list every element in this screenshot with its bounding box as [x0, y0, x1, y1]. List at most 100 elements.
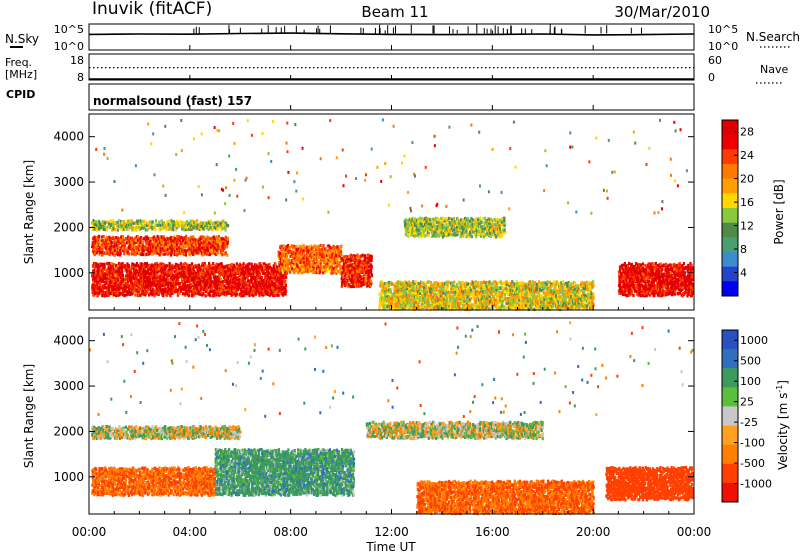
- heatmap-cell: [174, 262, 177, 266]
- heatmap-cell: [245, 285, 248, 289]
- heatmap-cell: [182, 282, 185, 286]
- heatmap-cell: [197, 280, 200, 284]
- heatmap-cell: [280, 288, 283, 292]
- heatmap-cell: [134, 238, 137, 243]
- heatmap-cell: [369, 279, 372, 283]
- heatmap-cell: [295, 252, 298, 256]
- heatmap-cell: [172, 287, 175, 291]
- heatmap-cell: [281, 244, 284, 248]
- heatmap-cell: [278, 279, 281, 283]
- heatmap-cell: [193, 289, 196, 293]
- heatmap-cell: [92, 277, 95, 281]
- heatmap-cell: [188, 277, 191, 281]
- heatmap-cell: [203, 240, 206, 244]
- heatmap-cell: [95, 223, 98, 227]
- heatmap-cell: [175, 281, 178, 285]
- heatmap-cell: [240, 276, 243, 280]
- heatmap-cell: [103, 294, 106, 298]
- heatmap-cell: [236, 270, 239, 274]
- heatmap-cell: [140, 277, 143, 281]
- heatmap-cell: [103, 262, 106, 266]
- cpid-text: normalsound (fast) 157: [93, 94, 252, 108]
- heatmap-cell: [253, 285, 256, 289]
- heatmap-cell: [172, 228, 175, 232]
- heatmap-cell: [231, 280, 234, 284]
- heatmap-cell: [94, 220, 97, 224]
- heatmap-cell: [136, 264, 140, 268]
- heatmap-cell: [235, 285, 238, 289]
- heatmap-cell: [131, 245, 134, 249]
- heatmap-cell: [119, 280, 123, 284]
- heatmap-cell: [394, 281, 397, 285]
- heatmap-cell: [133, 244, 136, 248]
- heatmap-cell: [93, 237, 96, 241]
- heatmap-cell: [139, 275, 142, 279]
- heatmap-cell: [105, 244, 108, 249]
- heatmap-cell: [176, 234, 179, 238]
- heatmap-cell: [220, 284, 224, 288]
- heatmap-cell: [102, 245, 106, 249]
- heatmap-cell: [279, 290, 282, 294]
- heatmap-cell: [191, 219, 194, 223]
- heatmap-cell: [223, 290, 226, 294]
- heatmap-cell: [282, 254, 285, 258]
- heatmap-cell: [210, 222, 214, 226]
- heatmap-cell: [203, 280, 206, 284]
- heatmap-cell: [101, 239, 104, 243]
- heatmap-cell: [223, 265, 226, 270]
- heatmap-cell: [190, 262, 194, 266]
- heatmap-cell: [92, 293, 95, 297]
- heatmap-cell: [139, 240, 142, 244]
- heatmap-cell: [222, 227, 225, 231]
- heatmap-cell: [197, 263, 200, 267]
- heatmap-cell: [188, 227, 191, 231]
- heatmap-cell: [119, 252, 122, 256]
- heatmap-cell: [166, 293, 169, 297]
- heatmap-cell: [166, 282, 169, 286]
- heatmap-cell: [263, 281, 267, 285]
- heatmap-cell: [131, 236, 134, 240]
- heatmap-cell: [98, 264, 101, 268]
- heatmap-cell: [165, 222, 168, 226]
- heatmap-cell: [217, 263, 220, 267]
- heatmap-cell: [202, 239, 205, 243]
- heatmap-cell: [270, 276, 273, 280]
- heatmap-cell: [257, 269, 260, 273]
- heatmap-cell: [115, 280, 118, 284]
- heatmap-cell: [220, 243, 223, 247]
- heatmap-cell: [113, 279, 116, 283]
- heatmap-cell: [145, 262, 148, 266]
- heatmap-cell: [171, 269, 174, 273]
- heatmap-cell: [100, 278, 103, 282]
- heatmap-cell: [167, 284, 170, 289]
- heatmap-cell: [265, 280, 268, 284]
- heatmap-cell: [166, 237, 169, 241]
- heatmap-cell: [278, 269, 282, 273]
- heatmap-cell: [93, 290, 97, 294]
- heatmap-cell: [215, 262, 218, 266]
- heatmap-cell: [137, 241, 141, 245]
- heatmap-cell: [169, 290, 172, 294]
- heatmap-cell: [248, 262, 251, 266]
- heatmap-cell: [182, 236, 185, 240]
- heatmap-cell: [155, 273, 158, 277]
- heatmap-cell: [98, 275, 101, 279]
- heatmap-cell: [203, 271, 206, 275]
- heatmap-cell: [168, 219, 171, 223]
- heatmap-cell: [204, 251, 207, 256]
- heatmap-cell: [264, 266, 267, 270]
- heatmap-cell: [95, 275, 98, 279]
- heatmap-cell: [281, 286, 284, 290]
- heatmap-cell: [112, 235, 115, 240]
- heatmap-cell: [345, 254, 348, 259]
- heatmap-cell: [174, 284, 177, 288]
- heatmap-cell: [503, 228, 506, 232]
- heatmap-cell: [138, 266, 141, 270]
- heatmap-cell: [116, 277, 119, 281]
- heatmap-cell: [96, 240, 99, 244]
- freq-left-tick-bottom: 8: [77, 71, 84, 84]
- heatmap-cell: [116, 283, 119, 287]
- heatmap-cell: [221, 248, 224, 252]
- heatmap-cell: [102, 235, 105, 239]
- heatmap-cell: [216, 236, 219, 240]
